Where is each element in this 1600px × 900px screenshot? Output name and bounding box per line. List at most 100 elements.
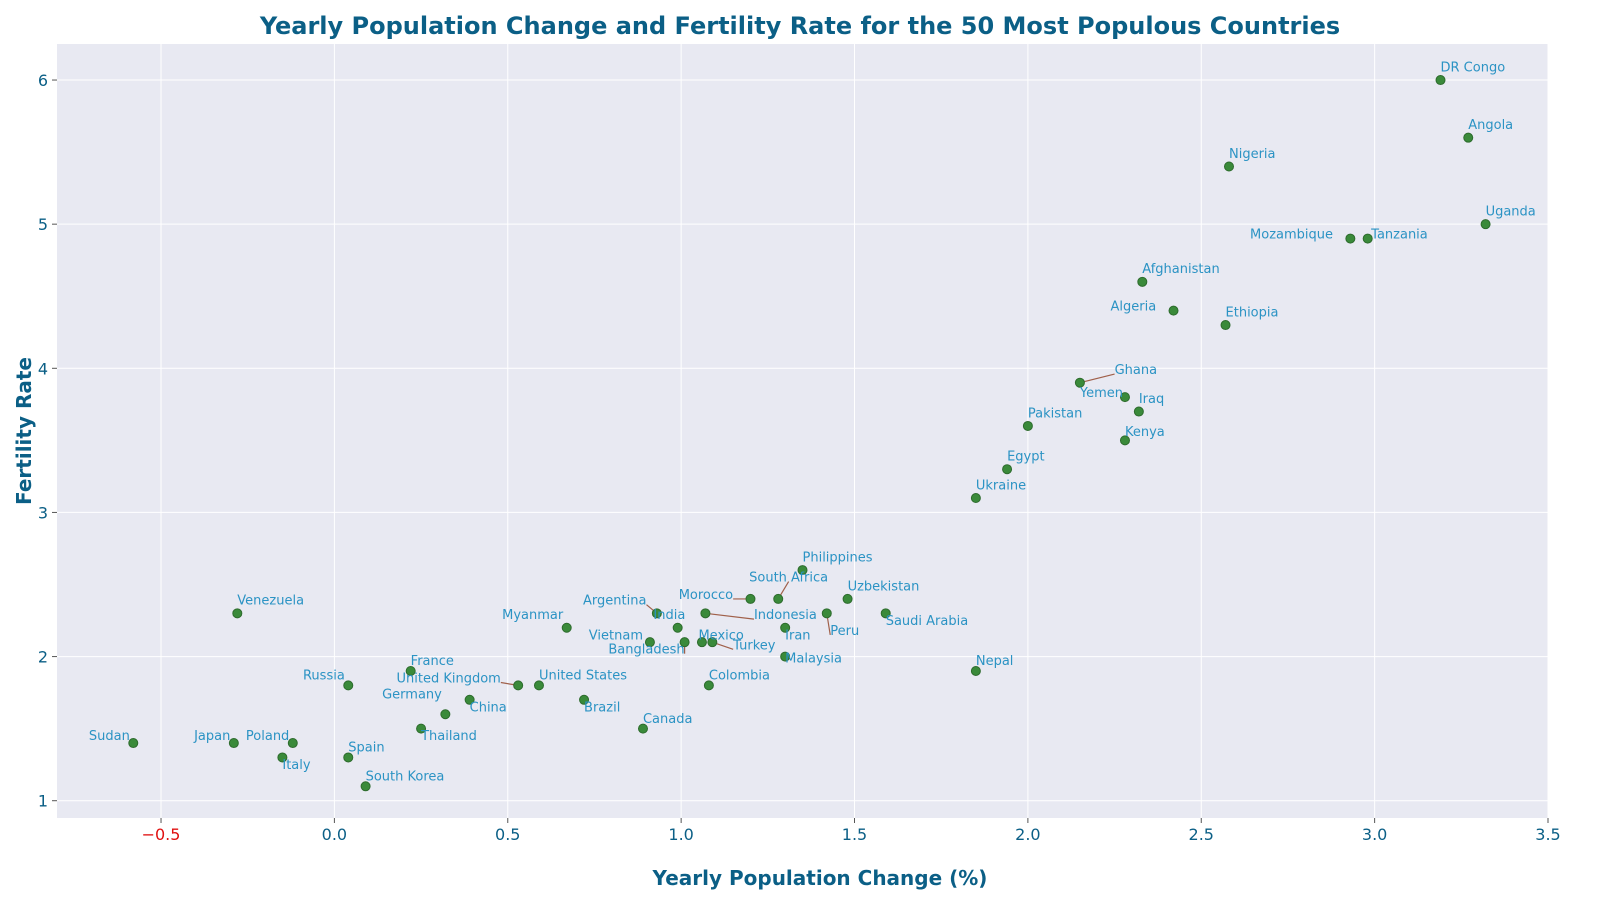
data-point (416, 723, 427, 734)
data-point (1119, 435, 1130, 446)
data-point (637, 723, 648, 734)
data-point (1074, 377, 1085, 388)
point-label: United States (539, 669, 627, 684)
data-point (696, 637, 707, 648)
y-tick-label: 1 (38, 792, 48, 811)
point-label: Argentina (583, 594, 646, 609)
data-point (821, 608, 832, 619)
data-point (1220, 320, 1231, 331)
data-point (579, 694, 590, 705)
plot-area (57, 44, 1548, 818)
point-label: Saudi Arabia (886, 614, 969, 629)
data-point (1133, 406, 1144, 417)
data-point (360, 781, 371, 792)
point-label: China (470, 700, 507, 715)
x-tick-label: 3.5 (1535, 825, 1560, 844)
data-point (1223, 161, 1234, 172)
y-axis-ticks: 1 2 3 4 5 6 (38, 71, 57, 811)
x-tick-label: 1.0 (668, 825, 693, 844)
point-label: Angola (1468, 118, 1513, 133)
data-point (343, 680, 354, 691)
point-label: Pakistan (1028, 406, 1082, 421)
data-points (128, 75, 1491, 792)
data-point (1022, 420, 1033, 431)
point-label: Nigeria (1229, 147, 1276, 162)
x-tick-label: 1.5 (842, 825, 867, 844)
label-leader-line (705, 612, 755, 620)
gridlines (57, 44, 1549, 818)
data-point (880, 608, 891, 619)
data-point (128, 738, 139, 749)
x-tick-label: 0.5 (495, 825, 520, 844)
data-point (533, 680, 544, 691)
data-point (703, 680, 714, 691)
data-point (1362, 233, 1373, 244)
data-point (970, 665, 981, 676)
data-point (1480, 219, 1491, 230)
point-label: Iraq (1139, 392, 1164, 407)
x-tick-label: −0.5 (142, 825, 181, 844)
point-label: Iran (785, 628, 810, 643)
x-tick-label: 3.0 (1362, 825, 1387, 844)
point-label: DR Congo (1441, 60, 1506, 75)
point-label: Ethiopia (1226, 305, 1279, 320)
point-label: Italy (282, 758, 311, 773)
data-point (672, 622, 683, 633)
point-label: Ghana (1115, 363, 1158, 378)
point-label: Nepal (976, 654, 1014, 669)
data-point (287, 738, 298, 749)
data-point (1435, 75, 1446, 86)
y-tick-label: 4 (38, 359, 48, 378)
data-point (440, 709, 451, 720)
chart-title: Yearly Population Change and Fertility R… (259, 12, 1340, 40)
data-point (797, 565, 808, 576)
point-label: Peru (830, 624, 859, 639)
point-label: South Africa (749, 571, 828, 586)
point-label: Venezuela (237, 594, 304, 609)
y-axis-title: Fertility Rate (12, 357, 36, 505)
point-label: Spain (348, 741, 384, 756)
point-label: Philippines (803, 550, 873, 565)
point-label: Morocco (679, 588, 733, 603)
data-point (405, 665, 416, 676)
data-point (1002, 464, 1013, 475)
point-label: Myanmar (502, 608, 564, 623)
point-label: United Kingdom (396, 672, 500, 687)
point-label: Ukraine (976, 478, 1026, 493)
point-label: Poland (246, 729, 289, 744)
point-labels: DR Congo Angola Nigeria Uganda Mozambique Tan… (89, 60, 1536, 784)
point-label: India (653, 608, 685, 623)
data-point (651, 608, 662, 619)
data-point (277, 752, 288, 763)
data-point (1168, 305, 1179, 316)
data-point (707, 637, 718, 648)
point-label: Tanzania (1370, 228, 1428, 243)
point-label: Indonesia (754, 608, 817, 623)
point-label: Afghanistan (1142, 262, 1219, 277)
point-label: Sudan (89, 729, 130, 744)
point-label: Russia (303, 669, 345, 684)
y-tick-label: 6 (38, 71, 48, 90)
x-tick-label: 2.0 (1015, 825, 1040, 844)
data-point (842, 593, 853, 604)
point-label: Thailand (420, 729, 477, 744)
point-label: Algeria (1110, 300, 1156, 315)
data-point (773, 593, 784, 604)
data-point (228, 738, 239, 749)
data-point (561, 622, 572, 633)
data-point (343, 752, 354, 763)
point-label: South Korea (366, 770, 445, 785)
y-tick-label: 2 (38, 648, 48, 667)
data-point (232, 608, 243, 619)
data-point (745, 593, 756, 604)
data-point (1463, 132, 1474, 143)
point-label: Turkey (732, 638, 776, 653)
point-label: Uzbekistan (848, 579, 920, 594)
data-point (513, 680, 524, 691)
point-label: Yemen (1079, 386, 1123, 401)
point-label: Japan (193, 729, 230, 744)
point-label: Bangladesh (608, 643, 684, 658)
data-point (700, 608, 711, 619)
data-point (1137, 276, 1148, 287)
